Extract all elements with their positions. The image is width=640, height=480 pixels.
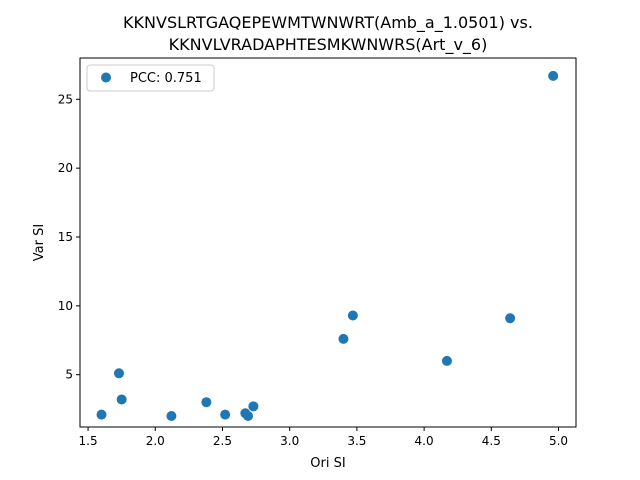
y-tick-label: 10 [58, 299, 73, 313]
x-tick-label: 2.0 [146, 434, 165, 448]
legend-label: PCC: 0.751 [130, 71, 202, 86]
y-tick-label: 20 [58, 161, 73, 175]
data-point [220, 409, 231, 420]
x-tick-label: 3.0 [280, 434, 299, 448]
plot-area [80, 58, 576, 427]
x-axis-ticks: 1.5 2.0 2.5 3.0 3.5 4.0 4.5 5.0 [79, 427, 568, 448]
x-axis-label: Ori SI [310, 456, 345, 471]
legend-marker [101, 72, 111, 83]
data-point [347, 310, 358, 321]
data-point [96, 409, 107, 420]
data-points [96, 70, 559, 421]
data-point [243, 410, 254, 421]
data-point [113, 368, 124, 379]
data-point [201, 397, 212, 408]
data-point [116, 394, 127, 405]
data-point [548, 70, 559, 81]
data-point [248, 401, 259, 412]
data-point [338, 333, 349, 344]
data-point [166, 410, 177, 421]
y-tick-label: 5 [65, 368, 73, 382]
data-point [505, 313, 516, 324]
x-tick-label: 2.5 [213, 434, 232, 448]
chart-title-line2: KKNVLVRADAPHTESMKWNWRS(Art_v_6) [169, 35, 488, 55]
plot-frame [79, 57, 577, 428]
y-tick-label: 15 [58, 230, 73, 244]
y-axis-ticks: 5 10 15 20 25 [58, 92, 80, 382]
y-tick-label: 25 [58, 92, 73, 106]
legend-box [86, 64, 215, 92]
legend: PCC: 0.751 [86, 64, 215, 92]
x-tick-label: 3.5 [347, 434, 366, 448]
chart-title-line1: KKNVSLRTGAQEPEWMTWNWRT(Amb_a_1.0501) vs. [123, 13, 533, 33]
y-axis-label: Var SI [32, 224, 47, 261]
x-tick-label: 4.5 [482, 434, 501, 448]
data-point [441, 355, 452, 366]
x-tick-label: 1.5 [79, 434, 98, 448]
x-tick-label: 5.0 [549, 434, 568, 448]
x-tick-label: 4.0 [415, 434, 434, 448]
